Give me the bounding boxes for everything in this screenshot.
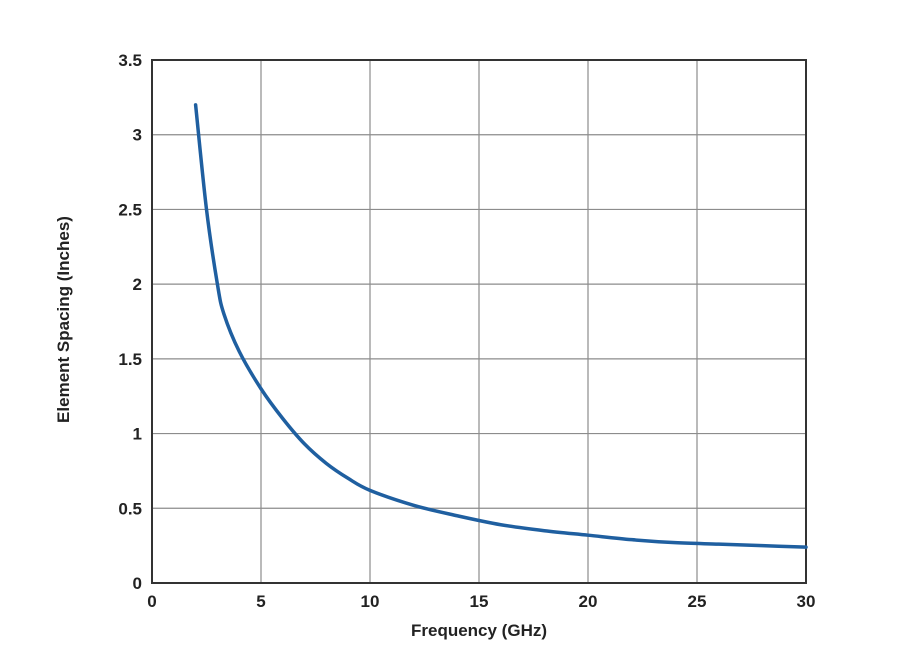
x-tick-label: 5 bbox=[256, 592, 265, 611]
y-tick-label: 2 bbox=[133, 275, 142, 294]
y-axis-title: Element Spacing (Inches) bbox=[54, 216, 73, 423]
y-tick-label: 3.5 bbox=[118, 51, 142, 70]
y-axis-ticks: 0 0.5 1 1.5 2 2.5 3 3.5 bbox=[118, 51, 142, 593]
x-tick-label: 30 bbox=[797, 592, 816, 611]
series-group bbox=[193, 103, 808, 549]
x-tick-label: 20 bbox=[579, 592, 598, 611]
y-tick-label: 1.5 bbox=[118, 350, 142, 369]
y-tick-label: 1 bbox=[133, 425, 142, 444]
y-tick-label: 0.5 bbox=[118, 499, 142, 518]
x-tick-label: 25 bbox=[688, 592, 707, 611]
x-axis-title: Frequency (GHz) bbox=[411, 621, 547, 640]
x-tick-label: 0 bbox=[147, 592, 156, 611]
y-tick-label: 2.5 bbox=[118, 200, 142, 219]
series-line bbox=[193, 103, 808, 549]
grid bbox=[152, 60, 806, 583]
plot-frame bbox=[151, 59, 807, 584]
y-tick-label: 3 bbox=[133, 126, 142, 145]
x-tick-label: 15 bbox=[470, 592, 489, 611]
x-axis-ticks: 0 5 10 15 20 25 30 bbox=[147, 592, 815, 611]
x-tick-label: 10 bbox=[361, 592, 380, 611]
y-tick-label: 0 bbox=[133, 574, 142, 593]
